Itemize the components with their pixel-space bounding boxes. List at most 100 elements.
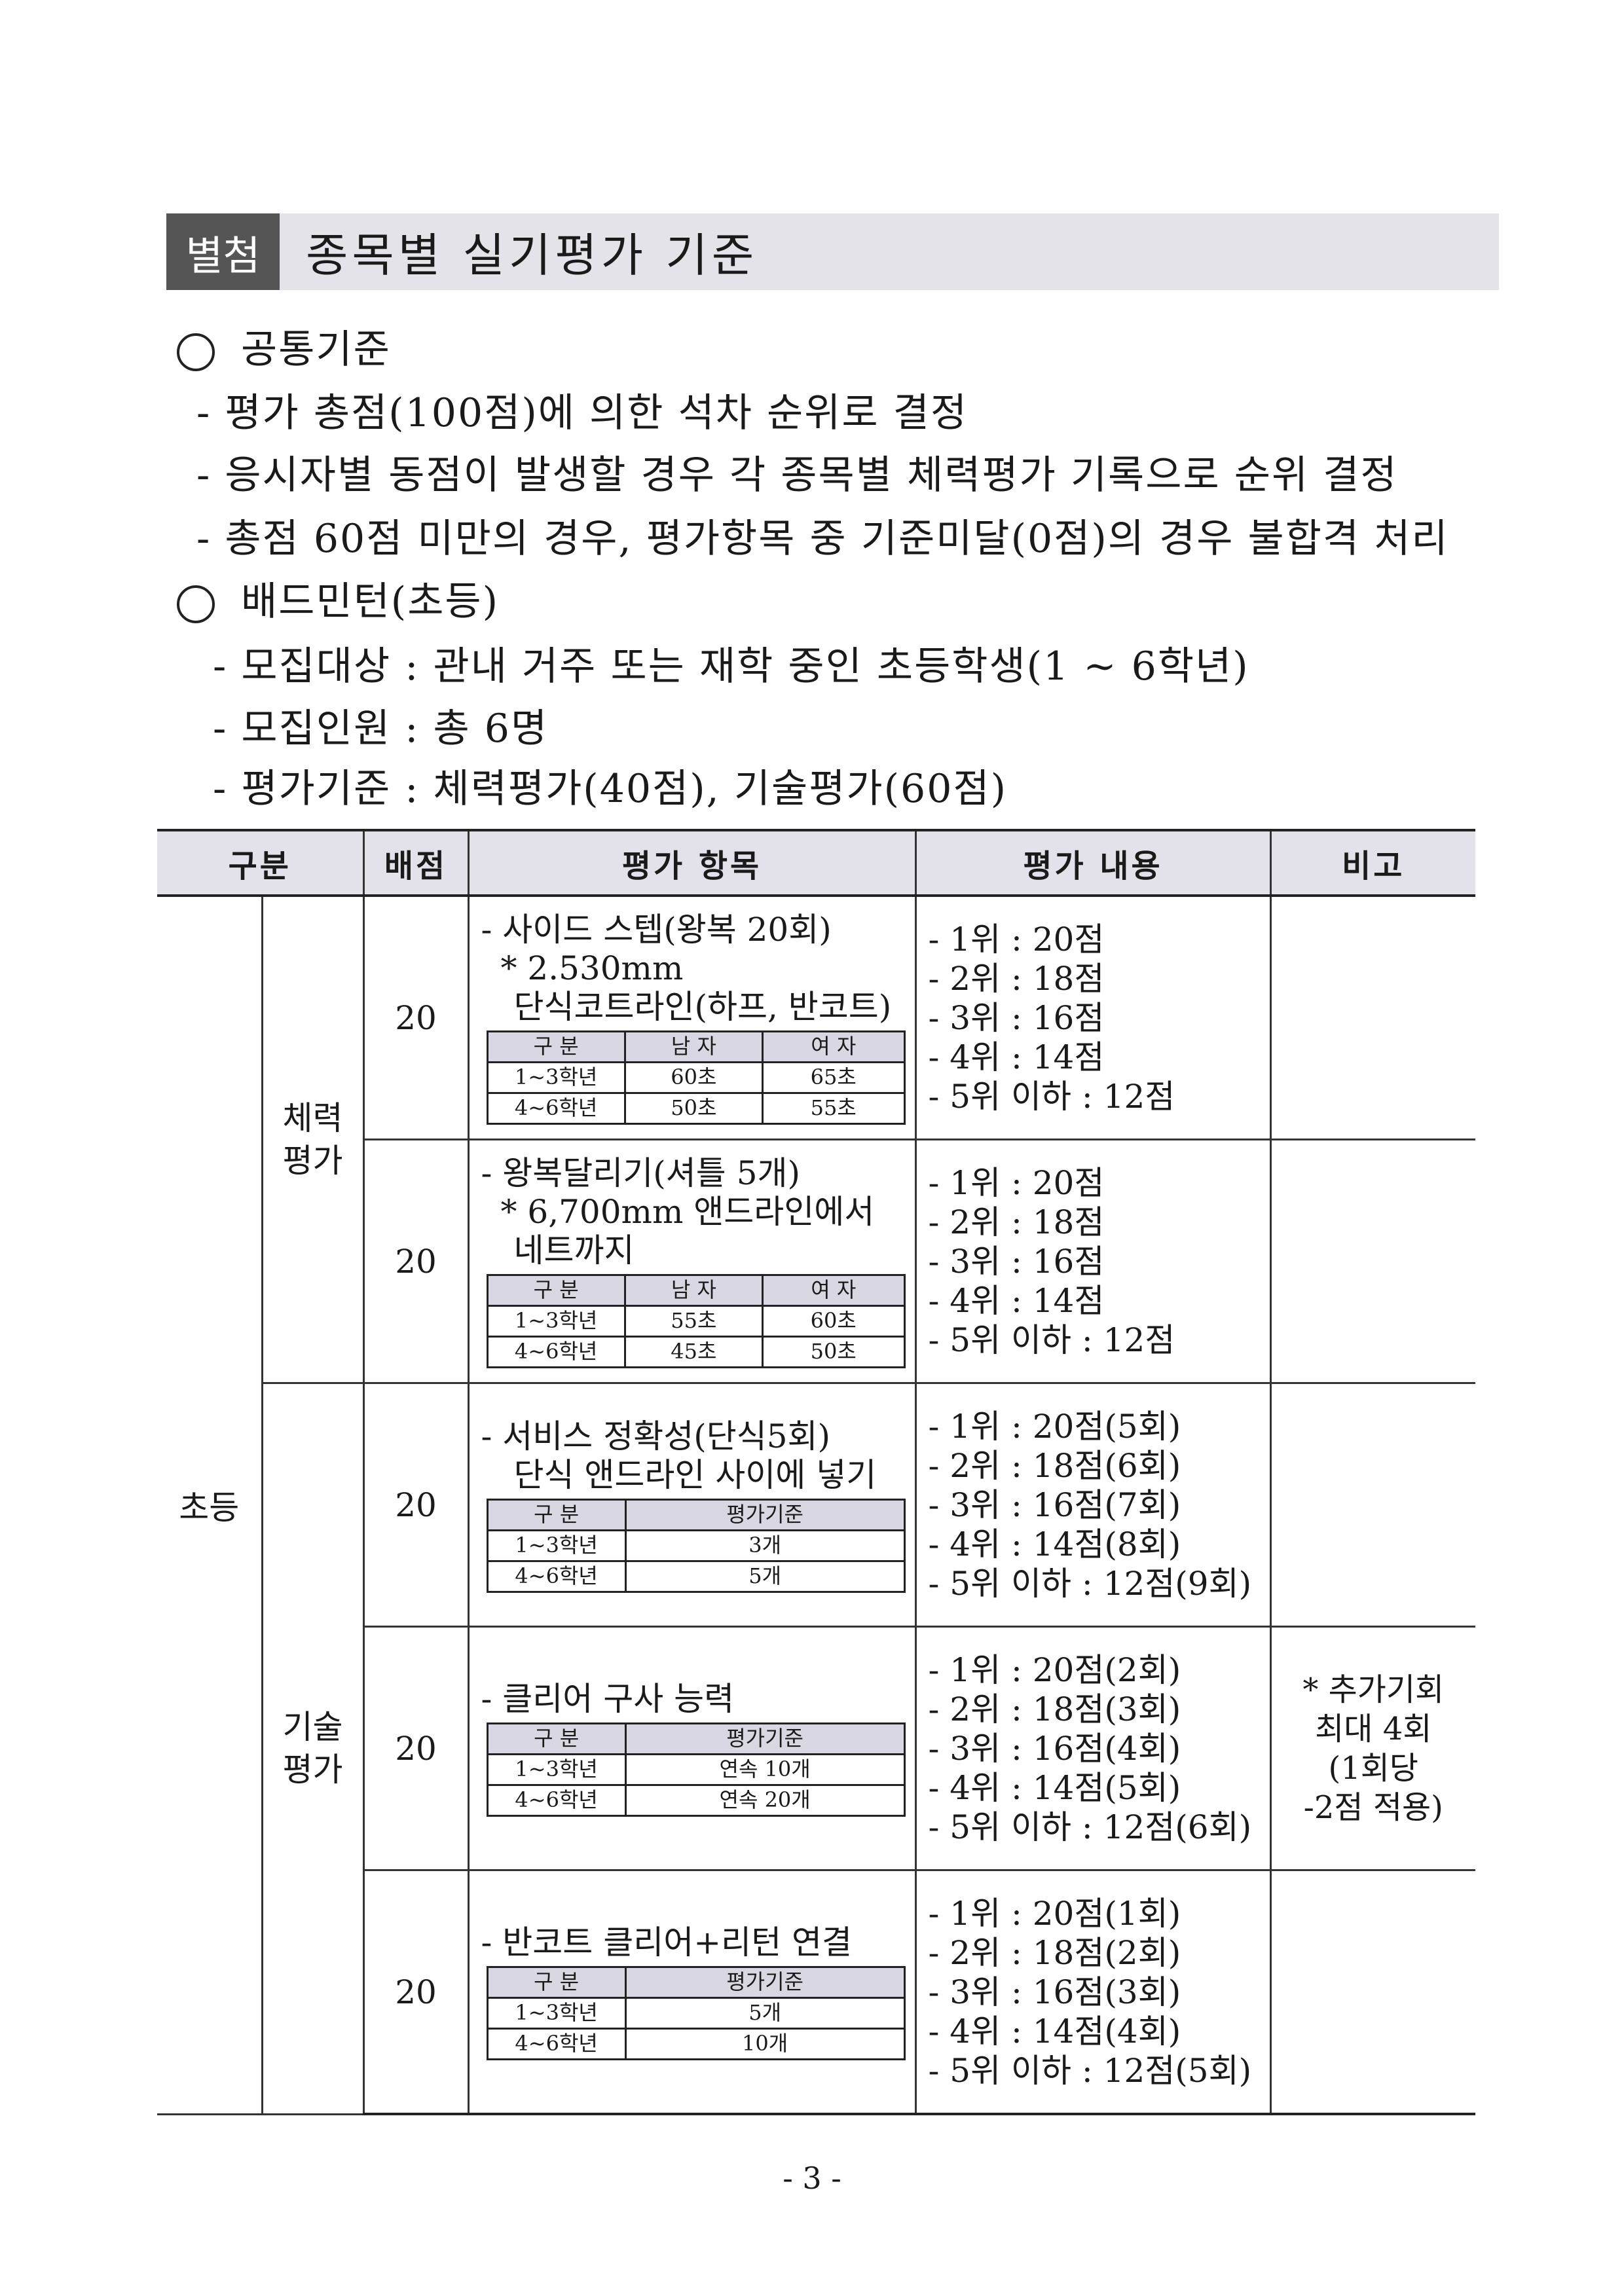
content-cell: - 1위 : 20점 - 2위 : 18점 - 3위 : 16점 - 4위 : 14점… bbox=[914, 1139, 1272, 1384]
criteria-subtable: 구 분 평가기준 1~3학년 5개 4~6학년 10개 bbox=[486, 1966, 906, 2060]
rank-line: - 5위 이하 : 12점 bbox=[928, 1077, 1175, 1116]
subtable-header: 구 분 bbox=[486, 1722, 627, 1755]
rank-line: - 5위 이하 : 12점(5회) bbox=[928, 2051, 1252, 2090]
note-cell: * 추가기회 최대 4회 (1회당 -2점 적용) bbox=[1269, 1626, 1476, 1871]
rank-line: - 3위 : 16점(4회) bbox=[928, 1729, 1181, 1768]
subtable-header: 평가기준 bbox=[624, 1966, 906, 1999]
subtable-header: 여 자 bbox=[761, 1274, 906, 1307]
badminton-heading-text: 배드민턴(초등) bbox=[241, 579, 500, 625]
badminton-item: - 모집인원 : 총 6명 bbox=[213, 706, 549, 752]
score-cell: 20 bbox=[363, 1139, 470, 1384]
group-physical: 체력 평가 bbox=[261, 894, 365, 1384]
common-item: - 평가 총점(100점)에 의한 석차 순위로 결정 bbox=[196, 390, 969, 436]
item-line: - 왕복달리기(셔틀 5개) bbox=[481, 1154, 801, 1192]
rank-line: - 1위 : 20점 bbox=[928, 920, 1105, 958]
section-title-bar: 별첨 종목별 실기평가 기준 bbox=[166, 213, 1499, 290]
rank-line: - 2위 : 18점(6회) bbox=[928, 1446, 1181, 1485]
circle-bullet-icon bbox=[177, 333, 215, 372]
subtable-cell: 연속 20개 bbox=[624, 1784, 906, 1817]
rank-line: - 3위 : 16점 bbox=[928, 1242, 1105, 1281]
subtable-cell: 60초 bbox=[623, 1061, 764, 1094]
subtable-cell: 4~6학년 bbox=[486, 1092, 626, 1125]
content-cell: - 1위 : 20점(5회) - 2위 : 18점(6회) - 3위 : 16점(7… bbox=[914, 1382, 1272, 1628]
subtable-cell: 50초 bbox=[761, 1336, 906, 1368]
rank-line: - 3위 : 16점 bbox=[928, 998, 1105, 1037]
rank-line: - 2위 : 18점(2회) bbox=[928, 1933, 1181, 1972]
score-cell: 20 bbox=[362, 1382, 470, 1628]
score-cell: 20 bbox=[363, 1869, 470, 2115]
subtable-cell: 4~6학년 bbox=[486, 1559, 627, 1593]
rank-line: - 5위 이하 : 12점(9회) bbox=[928, 1564, 1252, 1603]
item-line: - 반코트 클리어+리턴 연결 bbox=[481, 1923, 852, 1961]
content-cell: - 1위 : 20점(2회) - 2위 : 18점(3회) - 3위 : 16점(4… bbox=[914, 1626, 1272, 1871]
rank-line: - 1위 : 20점(2회) bbox=[928, 1650, 1181, 1689]
subtable-cell: 45초 bbox=[623, 1336, 764, 1368]
badminton-heading: 배드민턴(초등) bbox=[177, 570, 499, 627]
rank-line: - 3위 : 16점(3회) bbox=[928, 1973, 1181, 2011]
item-line: 단식 앤드라인 사이에 넣기 bbox=[513, 1455, 877, 1494]
table-row: 20- 반코트 클리어+리턴 연결 구 분 평가기준 1~3학년 5개 4~6학년 10개 -… bbox=[157, 1869, 1476, 2115]
criteria-subtable: 구 분 평가기준 1~3학년 3개 4~6학년 5개 bbox=[486, 1498, 906, 1593]
subtable-cell: 1~3학년 bbox=[486, 1305, 626, 1338]
content-cell: - 1위 : 20점 - 2위 : 18점 - 3위 : 16점 - 4위 : 14점… bbox=[914, 894, 1272, 1140]
table-row: 초등 체력 평가 20- 사이드 스텝(왕복 20회) * 2.530mm 단식코트라… bbox=[157, 894, 1476, 2115]
group-skill: 기술 평가 bbox=[262, 1382, 365, 2115]
subtable-cell: 5개 bbox=[624, 1559, 906, 1593]
circle-bullet-icon bbox=[177, 585, 215, 624]
subtable-cell: 50초 bbox=[623, 1092, 764, 1125]
subtable-header: 평가기준 bbox=[624, 1722, 906, 1755]
item-line: - 사이드 스텝(왕복 20회) bbox=[481, 911, 832, 949]
rank-line: - 4위 : 14점 bbox=[928, 1038, 1105, 1076]
subtable-cell: 4~6학년 bbox=[486, 1784, 627, 1817]
criteria-subtable: 구 분 평가기준 1~3학년 연속 10개 4~6학년 연속 20개 bbox=[486, 1722, 906, 1817]
subtable-header: 구 분 bbox=[486, 1274, 626, 1307]
rank-line: - 5위 이하 : 12점(6회) bbox=[928, 1808, 1252, 1846]
item-line: * 6,700mm 앤드라인에서 bbox=[500, 1193, 875, 1231]
attachment-tag: 별첨 bbox=[166, 213, 280, 290]
rank-line: - 2위 : 18점(3회) bbox=[928, 1690, 1181, 1728]
table-row: 20- 클리어 구사 능력 구 분 평가기준 1~3학년 연속 10개 4~6학년 연속 2… bbox=[157, 1626, 1476, 1871]
item-cell: - 사이드 스텝(왕복 20회) * 2.530mm 단식코트라인(하프, 반코트… bbox=[467, 894, 917, 1140]
rank-line: - 4위 : 14점(4회) bbox=[928, 2012, 1181, 2050]
rank-line: - 5위 이하 : 12점 bbox=[928, 1321, 1175, 1359]
level-cell: 초등 bbox=[157, 894, 263, 2115]
subtable-header: 남 자 bbox=[623, 1030, 764, 1063]
subtable-cell: 60초 bbox=[761, 1305, 906, 1338]
subtable-header: 구 분 bbox=[486, 1030, 626, 1063]
note-cell bbox=[1269, 894, 1476, 1140]
common-item: - 응시자별 동점이 발생할 경우 각 종목별 체력평가 기록으로 순위 결정 bbox=[196, 452, 1398, 498]
rank-line: - 1위 : 20점 bbox=[928, 1163, 1105, 1202]
header-content: 평가 내용 bbox=[914, 829, 1272, 897]
score-cell: 20 bbox=[363, 1626, 470, 1871]
badminton-item: - 모집대상 : 관내 거주 또는 재학 중인 초등학생(1 ~ 6학년) bbox=[213, 644, 1249, 689]
badminton-item: - 평가기준 : 체력평가(40점), 기술평가(60점) bbox=[213, 766, 1007, 812]
note-cell bbox=[1269, 1139, 1476, 1384]
page-number: - 3 - bbox=[783, 2160, 841, 2196]
subtable-cell: 3개 bbox=[624, 1529, 906, 1562]
item-line: - 클리어 구사 능력 bbox=[481, 1680, 735, 1718]
content-cell: - 1위 : 20점(1회) - 2위 : 18점(2회) - 3위 : 16점(3… bbox=[914, 1869, 1272, 2115]
subtable-cell: 4~6학년 bbox=[486, 2028, 627, 2060]
header-score: 배점 bbox=[362, 829, 470, 897]
common-heading-text: 공통기준 bbox=[241, 327, 391, 373]
item-line: 단식코트라인(하프, 반코트) bbox=[513, 988, 892, 1026]
evaluation-table: 구분 배점 평가 항목 평가 내용 비고 초등 체력 평가 20- 사이드 스텝(왕… bbox=[157, 829, 1476, 2115]
subtable-cell: 1~3학년 bbox=[486, 1529, 627, 1562]
subtable-cell: 55초 bbox=[623, 1305, 764, 1338]
subtable-cell: 연속 10개 bbox=[624, 1753, 906, 1786]
subtable-cell: 10개 bbox=[624, 2028, 906, 2060]
rank-line: - 1위 : 20점(5회) bbox=[928, 1407, 1181, 1446]
table-row: 20- 왕복달리기(셔틀 5개) * 6,700mm 앤드라인에서 네트까지 구 분… bbox=[157, 1139, 1476, 1384]
item-line: - 서비스 정확성(단식5회) bbox=[481, 1417, 831, 1455]
subtable-cell: 4~6학년 bbox=[486, 1336, 626, 1368]
subtable-cell: 1~3학년 bbox=[486, 1061, 626, 1094]
header-division: 구분 bbox=[157, 829, 365, 897]
score-cell: 20 bbox=[362, 894, 470, 1140]
common-heading: 공통기준 bbox=[177, 318, 391, 374]
rank-line: - 2위 : 18점 bbox=[928, 1203, 1105, 1241]
